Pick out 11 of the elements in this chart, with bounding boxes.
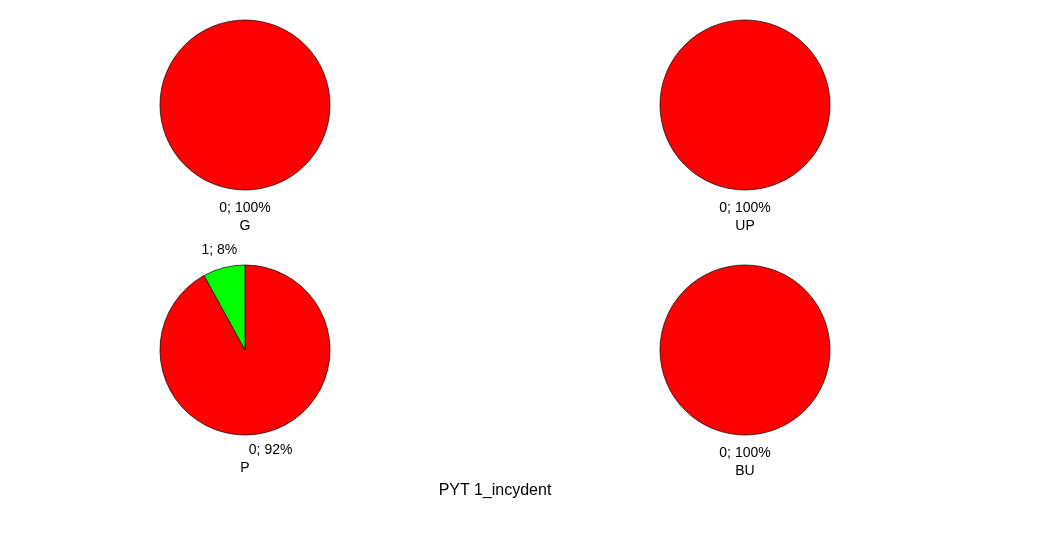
slice-label: 0; 100%	[219, 199, 271, 215]
slice-label: 1; 8%	[201, 241, 238, 258]
text: P	[240, 458, 250, 475]
text: UP	[735, 217, 755, 233]
pie-slice	[159, 264, 331, 436]
text: BU	[735, 462, 755, 478]
text: PYT 1_incydent	[438, 481, 552, 499]
slice-label: 0; 100%	[719, 444, 771, 460]
slice-label: 0; 92%	[248, 440, 293, 457]
text: G	[239, 217, 251, 233]
slice-label: 0; 100%	[719, 199, 771, 215]
